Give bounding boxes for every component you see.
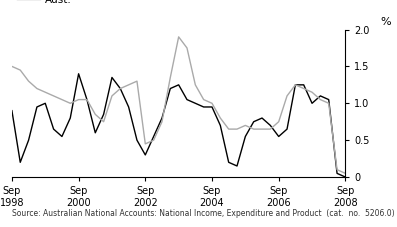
Y-axis label: %: %: [380, 17, 391, 27]
Legend: SA, Aust.: SA, Aust.: [17, 0, 72, 5]
Text: Source: Australian National Accounts: National Income, Expenditure and Product  : Source: Australian National Accounts: Na…: [12, 209, 395, 218]
